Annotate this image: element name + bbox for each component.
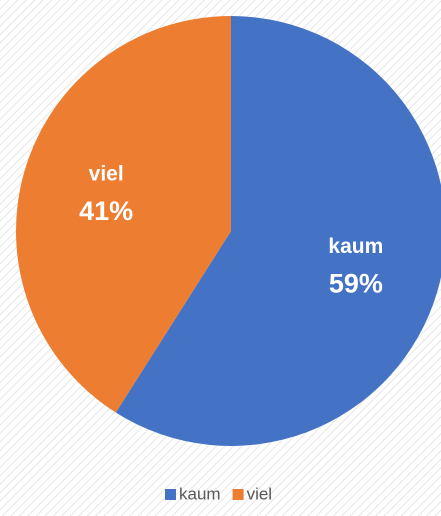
legend-swatch bbox=[232, 489, 244, 500]
legend-label: kaum bbox=[179, 484, 221, 503]
data-label-value: 59% bbox=[329, 268, 383, 298]
data-label-name: viel bbox=[89, 162, 124, 185]
legend-label: viel bbox=[247, 484, 273, 503]
pie-slice bbox=[16, 16, 232, 413]
data-label-value: 41% bbox=[79, 196, 133, 226]
legend-swatch bbox=[165, 489, 176, 500]
pie-slice bbox=[115, 16, 441, 446]
data-label-name: kaum bbox=[328, 235, 383, 258]
